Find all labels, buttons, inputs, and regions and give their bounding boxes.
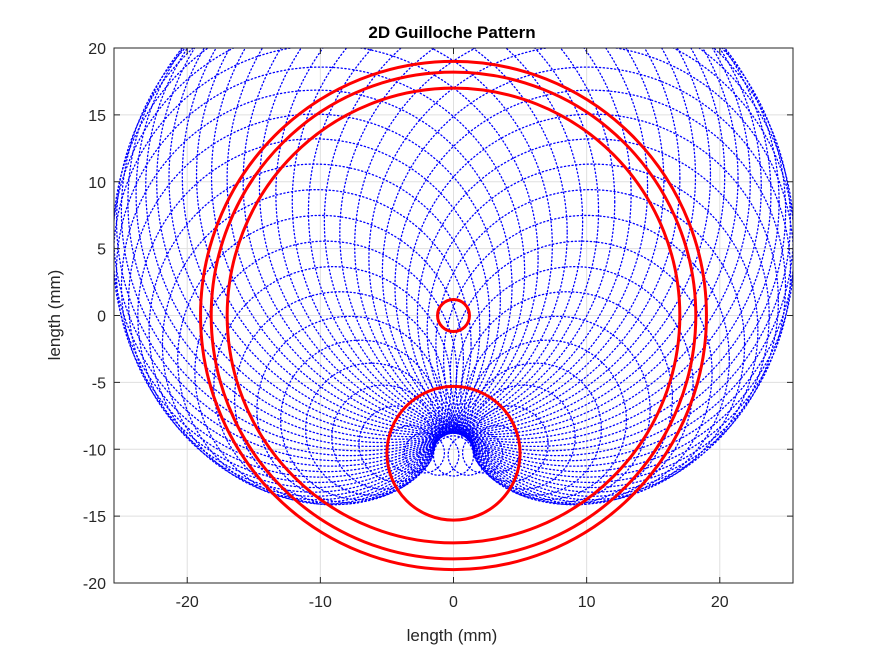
ticks: -20 -10 0 10 20 -20 -15 -10 -5 0 5 10 15 20 bbox=[83, 41, 793, 611]
pattern-lobe bbox=[275, 48, 772, 444]
pattern-lobe bbox=[135, 48, 632, 444]
red-circle-3 bbox=[225, 86, 682, 545]
y-tick-label: 0 bbox=[97, 309, 106, 326]
chart-title: 2D Guilloche Pattern bbox=[368, 23, 535, 42]
pattern-lobe bbox=[461, 432, 504, 474]
y-tick-label: 15 bbox=[88, 108, 106, 125]
pattern-lobe bbox=[115, 66, 526, 478]
y-tick-label: -5 bbox=[92, 375, 106, 392]
red-circle-4 bbox=[436, 297, 471, 334]
pattern-lobe bbox=[114, 48, 539, 473]
pattern-lobe bbox=[435, 189, 746, 501]
pattern-lobe bbox=[145, 48, 649, 440]
pattern-lobe bbox=[394, 89, 787, 484]
pattern-lobe bbox=[116, 48, 584, 457]
pattern-lobe bbox=[168, 48, 681, 436]
pattern-lobe bbox=[280, 339, 440, 501]
red-circle-2 bbox=[209, 70, 698, 561]
pattern-lobe bbox=[127, 113, 501, 489]
x-tick-label: 20 bbox=[711, 594, 729, 611]
pattern-lobe bbox=[161, 189, 472, 501]
pattern-lobe bbox=[226, 48, 739, 436]
pattern-lobe bbox=[469, 362, 602, 496]
pattern-lobe bbox=[233, 291, 447, 505]
pattern-lobe bbox=[418, 434, 460, 476]
pattern-lobe bbox=[354, 48, 793, 467]
pattern-lobe bbox=[127, 48, 616, 447]
pattern-lobe bbox=[323, 48, 791, 457]
pattern-lobe bbox=[156, 48, 665, 438]
pattern-lobe bbox=[358, 405, 435, 483]
pattern-lobe bbox=[120, 48, 600, 452]
pattern-lobe bbox=[114, 48, 568, 462]
y-tick-label: -20 bbox=[83, 576, 106, 593]
pattern-lobe bbox=[368, 48, 793, 473]
pattern-lobe bbox=[137, 138, 491, 493]
x-tick-label: -10 bbox=[309, 594, 332, 611]
x-tick-label: -20 bbox=[176, 594, 199, 611]
pattern-lobe bbox=[442, 214, 730, 504]
pattern-lobe bbox=[416, 138, 770, 493]
y-tick-label: 10 bbox=[88, 175, 106, 192]
pattern-lobe bbox=[467, 339, 627, 501]
pattern-lobe bbox=[406, 113, 780, 489]
pattern-lobe bbox=[291, 48, 780, 447]
y-tick-label: -10 bbox=[83, 442, 106, 459]
pattern-lobe bbox=[256, 315, 443, 504]
x-axis-label: length (mm) bbox=[407, 626, 498, 645]
pattern-lobe bbox=[470, 384, 576, 490]
red-circle-1 bbox=[199, 59, 708, 572]
pattern-lobe bbox=[242, 48, 751, 438]
pattern-lobe bbox=[460, 291, 674, 505]
pattern-lobe bbox=[331, 384, 437, 490]
y-tick-label: 5 bbox=[97, 242, 106, 259]
y-tick-label: 20 bbox=[88, 41, 106, 58]
pattern-lobe bbox=[403, 432, 446, 474]
pattern-lobe bbox=[447, 434, 489, 476]
pattern-lobe bbox=[307, 48, 787, 452]
guilloche-pattern bbox=[114, 48, 793, 506]
pattern-lobe bbox=[114, 48, 553, 467]
red-circles bbox=[199, 59, 708, 572]
red-circle-5 bbox=[385, 384, 522, 522]
pattern-lobe bbox=[258, 48, 762, 440]
pattern-lobe bbox=[432, 435, 475, 477]
pattern-lobe bbox=[305, 362, 438, 496]
x-tick-label: 0 bbox=[449, 594, 458, 611]
pattern-lobe bbox=[339, 48, 793, 462]
y-axis-label: length (mm) bbox=[45, 270, 64, 361]
pattern-lobe bbox=[464, 315, 651, 504]
x-tick-label: 10 bbox=[578, 594, 596, 611]
y-tick-label: -15 bbox=[83, 509, 106, 526]
pattern-lobe bbox=[120, 89, 513, 484]
